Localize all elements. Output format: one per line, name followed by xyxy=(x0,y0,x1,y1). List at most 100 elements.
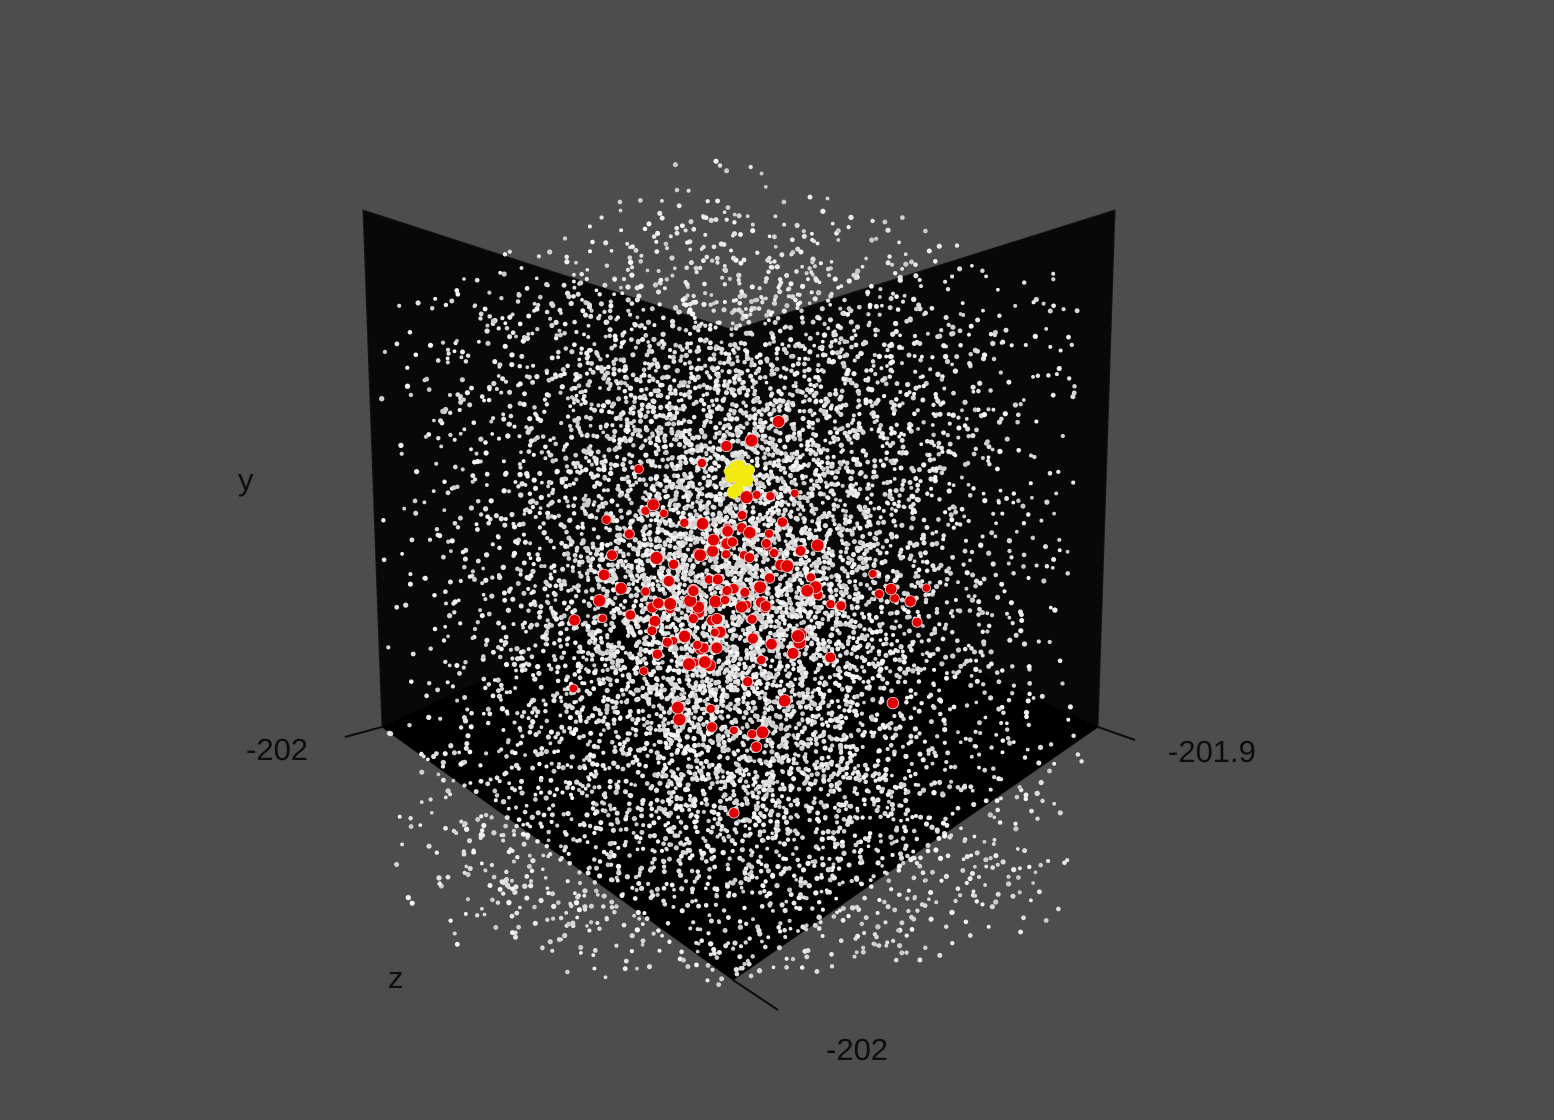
background-point xyxy=(905,545,911,550)
background-point xyxy=(750,509,756,515)
background-point xyxy=(862,836,868,841)
background-point xyxy=(457,407,462,413)
background-point xyxy=(856,727,861,733)
background-point xyxy=(716,982,722,988)
background-point xyxy=(562,729,567,734)
background-point xyxy=(637,916,642,921)
background-point xyxy=(677,407,682,411)
background-point xyxy=(956,435,961,440)
background-point xyxy=(483,450,489,456)
background-point xyxy=(770,793,775,798)
background-point xyxy=(609,498,615,504)
background-point xyxy=(615,863,622,870)
background-point xyxy=(546,484,550,489)
background-point xyxy=(922,550,928,556)
background-point xyxy=(657,948,662,953)
background-point xyxy=(974,427,979,433)
background-point xyxy=(758,500,764,506)
background-point xyxy=(887,611,893,616)
background-point xyxy=(496,436,502,441)
background-point xyxy=(957,669,962,674)
background-point xyxy=(1072,384,1077,389)
background-point xyxy=(587,777,592,782)
background-point xyxy=(621,466,628,472)
background-point xyxy=(1048,344,1053,349)
background-point xyxy=(722,361,727,366)
background-point xyxy=(869,427,874,432)
background-point xyxy=(469,710,474,716)
background-point xyxy=(768,619,774,624)
background-point xyxy=(556,578,562,584)
background-point xyxy=(525,365,530,370)
background-point xyxy=(722,927,728,934)
background-point xyxy=(829,964,835,969)
background-point xyxy=(914,734,919,740)
background-point xyxy=(713,461,718,466)
background-point xyxy=(631,603,637,609)
background-point xyxy=(947,421,952,426)
background-point xyxy=(781,814,787,820)
background-point xyxy=(526,608,531,613)
background-point xyxy=(570,565,575,570)
background-point xyxy=(947,481,952,486)
background-point xyxy=(429,810,434,815)
background-point xyxy=(812,264,817,269)
background-point xyxy=(890,807,896,812)
background-point xyxy=(826,723,831,728)
background-point xyxy=(657,723,662,728)
background-point xyxy=(592,966,597,971)
background-point xyxy=(628,459,633,465)
background-point xyxy=(683,352,689,359)
background-point xyxy=(631,443,636,448)
background-point xyxy=(913,574,918,579)
background-point xyxy=(890,291,896,296)
background-point xyxy=(889,642,894,647)
background-point xyxy=(783,668,788,672)
background-point xyxy=(484,751,489,756)
background-point xyxy=(895,679,901,685)
background-point xyxy=(632,896,638,901)
background-point xyxy=(837,466,842,471)
background-point xyxy=(641,797,646,803)
background-point xyxy=(587,928,592,933)
background-point xyxy=(623,958,629,964)
background-point xyxy=(689,341,693,346)
background-point xyxy=(684,265,689,271)
background-point xyxy=(820,621,825,626)
background-point xyxy=(632,399,637,404)
background-point xyxy=(654,239,659,244)
background-point xyxy=(615,764,621,770)
background-point xyxy=(709,856,715,862)
background-point xyxy=(847,594,852,600)
background-point xyxy=(998,488,1003,493)
background-point xyxy=(1008,600,1015,606)
background-point xyxy=(602,695,607,699)
background-point xyxy=(833,391,839,397)
background-point xyxy=(620,462,626,468)
background-point xyxy=(532,485,539,491)
background-point xyxy=(537,546,542,551)
background-point xyxy=(1022,280,1027,285)
background-point xyxy=(860,264,865,269)
background-point xyxy=(971,649,978,655)
background-point xyxy=(881,519,887,525)
background-point xyxy=(814,969,820,974)
background-point xyxy=(986,663,992,669)
background-point xyxy=(526,863,532,870)
background-point xyxy=(491,380,497,387)
background-point xyxy=(450,684,456,689)
background-point xyxy=(651,704,656,709)
background-point xyxy=(805,463,811,468)
background-point xyxy=(535,556,542,562)
background-point xyxy=(856,907,862,912)
background-point xyxy=(891,518,897,524)
background-point xyxy=(427,537,433,542)
background-point xyxy=(807,781,813,786)
background-point xyxy=(478,778,484,784)
background-point xyxy=(794,594,799,600)
background-point xyxy=(1009,555,1014,560)
background-point xyxy=(827,717,834,723)
background-point xyxy=(486,682,492,687)
background-point xyxy=(916,679,922,684)
background-point xyxy=(510,596,516,602)
